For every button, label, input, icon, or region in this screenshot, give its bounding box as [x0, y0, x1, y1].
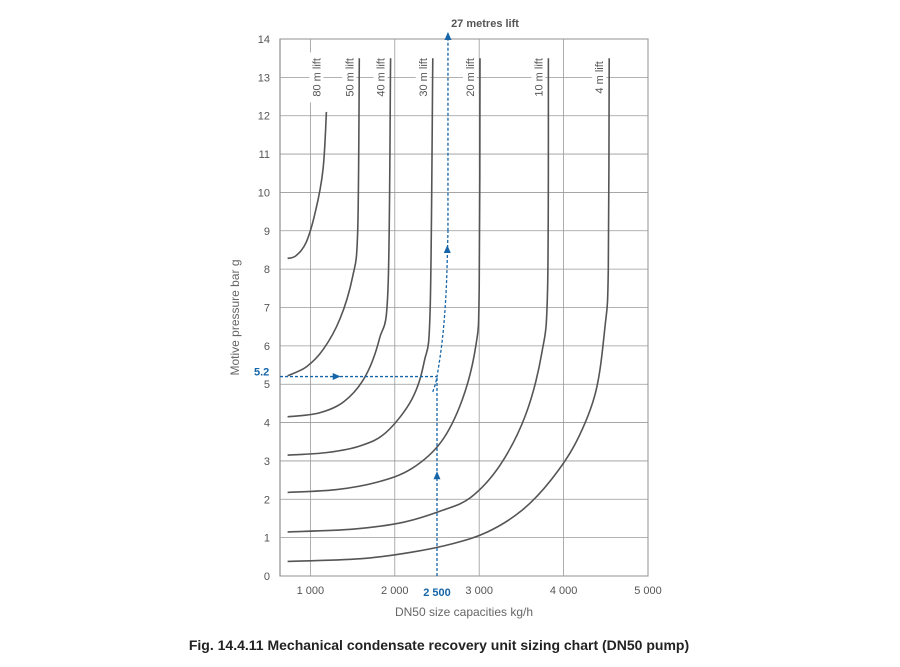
y-tick-label: 5 [264, 379, 270, 391]
y-tick-label: 4 [264, 418, 270, 430]
y-axis-label: Motive pressure bar g [228, 259, 242, 375]
curve-label-bg [592, 52, 607, 103]
pressure-arrow [332, 373, 341, 381]
y-tick-label: 12 [258, 111, 270, 123]
curve-label-bg [342, 52, 357, 103]
y-tick-label: 11 [259, 149, 270, 161]
y-tick-label: 9 [264, 226, 270, 238]
y-tick-label: 13 [258, 72, 270, 84]
lift-arrow [444, 32, 452, 40]
curve-30-m-lift [287, 58, 434, 456]
x-axis-label: DN50 size capacities kg/h [395, 605, 533, 619]
lift-curves [287, 58, 610, 563]
y-tick-label: 8 [264, 264, 270, 276]
curve-40-m-lift [287, 58, 392, 418]
y-tick-label: 0 [264, 571, 270, 583]
grid-lines [279, 38, 649, 577]
curve-80-m-lift [287, 111, 328, 260]
x-tick-label: 4 000 [550, 585, 578, 597]
curve-label-bg [415, 52, 430, 103]
curve-50-m-lift [287, 58, 361, 377]
x-tick-label: 3 000 [465, 585, 493, 597]
example-path [280, 32, 452, 576]
curve-label-40-m-lift: 40 m lift [376, 58, 388, 97]
curve-label-30-m-lift: 30 m lift [418, 58, 430, 97]
curve-label-50-m-lift: 50 m lift [344, 58, 356, 97]
sizing-chart: 80 m lift 50 m lift 40 m lift 30 m lift 20 m… [228, 18, 662, 619]
curve-label-bg [531, 52, 546, 103]
curve-label-bg [463, 52, 478, 103]
y-tick-label: 3 [264, 456, 270, 468]
capacity-arrow [433, 471, 441, 480]
curve-label-bg [309, 52, 324, 103]
y-tick-label: 14 [258, 34, 270, 46]
curve-labels: 80 m lift 50 m lift 40 m lift 30 m lift 20 m… [309, 52, 607, 103]
pressure-value-annotation: 5.2 [254, 367, 269, 379]
y-tick-label: 7 [264, 303, 270, 315]
interpolated-lift-curve [432, 230, 449, 393]
x-tick-label: 5 000 [634, 585, 662, 597]
curve-20-m-lift [287, 58, 481, 494]
y-tick-label: 10 [258, 187, 270, 199]
x-tick-label: 2 000 [381, 585, 409, 597]
figure-caption: Fig. 14.4.11 Mechanical condensate recov… [188, 637, 690, 653]
lift-result-annotation: 27 metres lift [451, 18, 519, 30]
y-tick-label: 2 [264, 494, 270, 506]
y-tick-label: 6 [264, 341, 270, 353]
capacity-value-annotation: 2 500 [423, 587, 451, 599]
curve-4-m-lift [287, 58, 610, 563]
curve-10-m-lift [287, 58, 550, 533]
x-tick-label: 1 000 [297, 585, 325, 597]
curve-label-20-m-lift: 20 m lift [465, 58, 477, 97]
y-tick-label: 1 [264, 533, 270, 545]
curve-label-4-m-lift: 4 m lift [594, 61, 606, 93]
curve-label-bg [373, 52, 388, 103]
curve-label-10-m-lift: 10 m lift [533, 58, 545, 97]
curve-label-80-m-lift: 80 m lift [311, 58, 323, 97]
interpolated-arrow [443, 244, 451, 253]
